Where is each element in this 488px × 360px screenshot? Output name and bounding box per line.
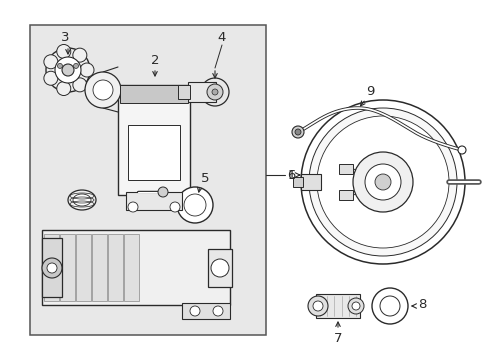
Circle shape [44, 71, 58, 85]
Circle shape [352, 152, 412, 212]
Ellipse shape [68, 190, 96, 210]
Bar [126, 192, 182, 210]
Bar [30, 25, 265, 335]
Bar [76, 234, 91, 301]
Circle shape [312, 301, 323, 311]
Circle shape [457, 146, 465, 154]
Bar [108, 234, 123, 301]
Bar [292, 177, 303, 187]
Circle shape [201, 78, 228, 106]
Circle shape [57, 45, 71, 58]
Circle shape [73, 63, 79, 68]
Circle shape [158, 187, 168, 197]
Text: 6: 6 [286, 168, 294, 181]
Circle shape [347, 298, 363, 314]
Bar [338, 190, 352, 200]
Circle shape [85, 72, 121, 108]
Circle shape [294, 129, 301, 135]
Circle shape [57, 81, 71, 95]
Bar [207, 249, 231, 287]
Circle shape [58, 63, 62, 68]
Bar [128, 125, 180, 180]
Circle shape [210, 259, 228, 277]
Bar [187, 82, 216, 102]
Circle shape [73, 48, 87, 62]
Circle shape [308, 108, 456, 256]
Circle shape [291, 126, 304, 138]
Circle shape [42, 258, 62, 278]
Bar [92, 234, 107, 301]
Circle shape [170, 202, 180, 212]
Bar [120, 85, 187, 103]
Text: 2: 2 [150, 54, 159, 67]
Circle shape [364, 164, 400, 200]
Bar [178, 85, 190, 99]
Bar [42, 230, 229, 305]
Circle shape [379, 296, 399, 316]
Circle shape [55, 57, 81, 83]
Circle shape [177, 187, 213, 223]
Ellipse shape [73, 194, 91, 206]
Bar [124, 234, 139, 301]
Text: 4: 4 [217, 31, 226, 44]
Bar [42, 238, 62, 297]
Circle shape [62, 64, 74, 76]
Bar [118, 85, 190, 195]
Circle shape [183, 194, 205, 216]
Text: 9: 9 [365, 85, 373, 98]
Circle shape [46, 48, 90, 92]
Text: 5: 5 [201, 172, 209, 185]
Circle shape [351, 302, 359, 310]
Bar [182, 303, 229, 319]
Circle shape [212, 89, 218, 95]
Circle shape [374, 174, 390, 190]
Text: 8: 8 [417, 297, 426, 310]
Bar [338, 164, 352, 174]
Circle shape [301, 100, 464, 264]
Circle shape [190, 306, 200, 316]
Circle shape [128, 202, 138, 212]
Circle shape [44, 55, 58, 69]
Text: 7: 7 [333, 332, 342, 345]
Circle shape [206, 84, 223, 100]
Bar [301, 174, 320, 190]
Circle shape [73, 78, 87, 92]
Text: 1: 1 [287, 168, 295, 181]
Circle shape [93, 80, 113, 100]
Bar [60, 234, 75, 301]
Circle shape [213, 306, 223, 316]
Circle shape [47, 263, 57, 273]
Circle shape [316, 116, 448, 248]
Circle shape [307, 296, 327, 316]
Bar [44, 234, 59, 301]
Text: 3: 3 [61, 31, 69, 44]
Circle shape [371, 288, 407, 324]
Bar [315, 294, 359, 318]
Circle shape [80, 63, 94, 77]
